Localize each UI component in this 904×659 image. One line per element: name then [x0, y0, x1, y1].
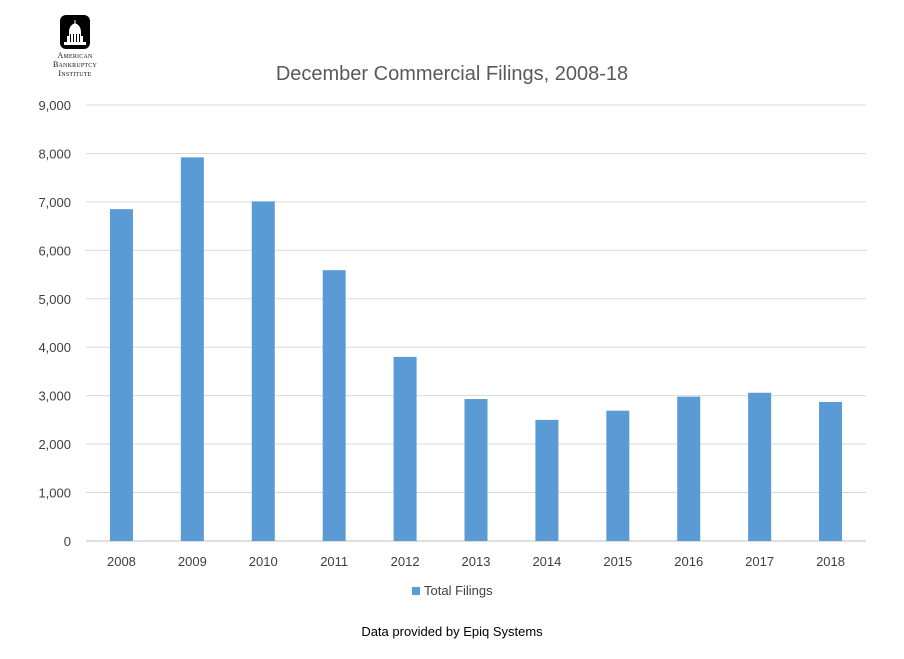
bar-2010 — [252, 201, 275, 541]
legend: Total Filings — [412, 583, 493, 598]
x-tick-label: 2013 — [462, 554, 491, 569]
bar-2017 — [748, 393, 771, 541]
y-tick-label: 1,000 — [38, 486, 71, 501]
x-tick-label: 2014 — [532, 554, 561, 569]
bar-2009 — [181, 157, 204, 541]
x-tick-label: 2012 — [391, 554, 420, 569]
x-tick-label: 2011 — [320, 554, 348, 569]
y-tick-label: 5,000 — [38, 292, 71, 307]
y-tick-label: 6,000 — [38, 243, 71, 258]
bar-2015 — [606, 411, 629, 541]
x-tick-label: 2010 — [249, 554, 278, 569]
source-note: Data provided by Epiq Systems — [0, 624, 904, 639]
x-tick-label: 2009 — [178, 554, 207, 569]
y-tick-label: 0 — [64, 534, 71, 549]
bar-2012 — [394, 357, 417, 541]
y-tick-label: 7,000 — [38, 195, 71, 210]
x-tick-label: 2008 — [107, 554, 136, 569]
y-tick-label: 9,000 — [38, 98, 71, 113]
x-axis: 2008 2009 2010 2011 2012 2013 2014 2015 2016 2017… — [107, 554, 845, 569]
y-axis: 0 1,000 2,000 3,000 4,000 5,000 6,000 7,000 8,00… — [38, 98, 71, 549]
y-tick-label: 3,000 — [38, 389, 71, 404]
x-tick-label: 2017 — [745, 554, 774, 569]
bar-2008 — [110, 209, 133, 541]
legend-swatch — [412, 587, 420, 595]
y-tick-label: 8,000 — [38, 146, 71, 161]
bar-2018 — [819, 402, 842, 541]
y-tick-label: 4,000 — [38, 340, 71, 355]
bar-2016 — [677, 397, 700, 541]
x-tick-label: 2016 — [674, 554, 703, 569]
bar-2014 — [535, 420, 558, 541]
bar-2011 — [323, 270, 346, 541]
chart-title: December Commercial Filings, 2008-18 — [276, 63, 628, 85]
legend-label: Total Filings — [424, 583, 493, 598]
x-tick-label: 2015 — [603, 554, 632, 569]
x-tick-label: 2018 — [816, 554, 845, 569]
y-tick-label: 2,000 — [38, 437, 71, 452]
bars — [110, 157, 842, 541]
bar-2013 — [465, 399, 488, 541]
